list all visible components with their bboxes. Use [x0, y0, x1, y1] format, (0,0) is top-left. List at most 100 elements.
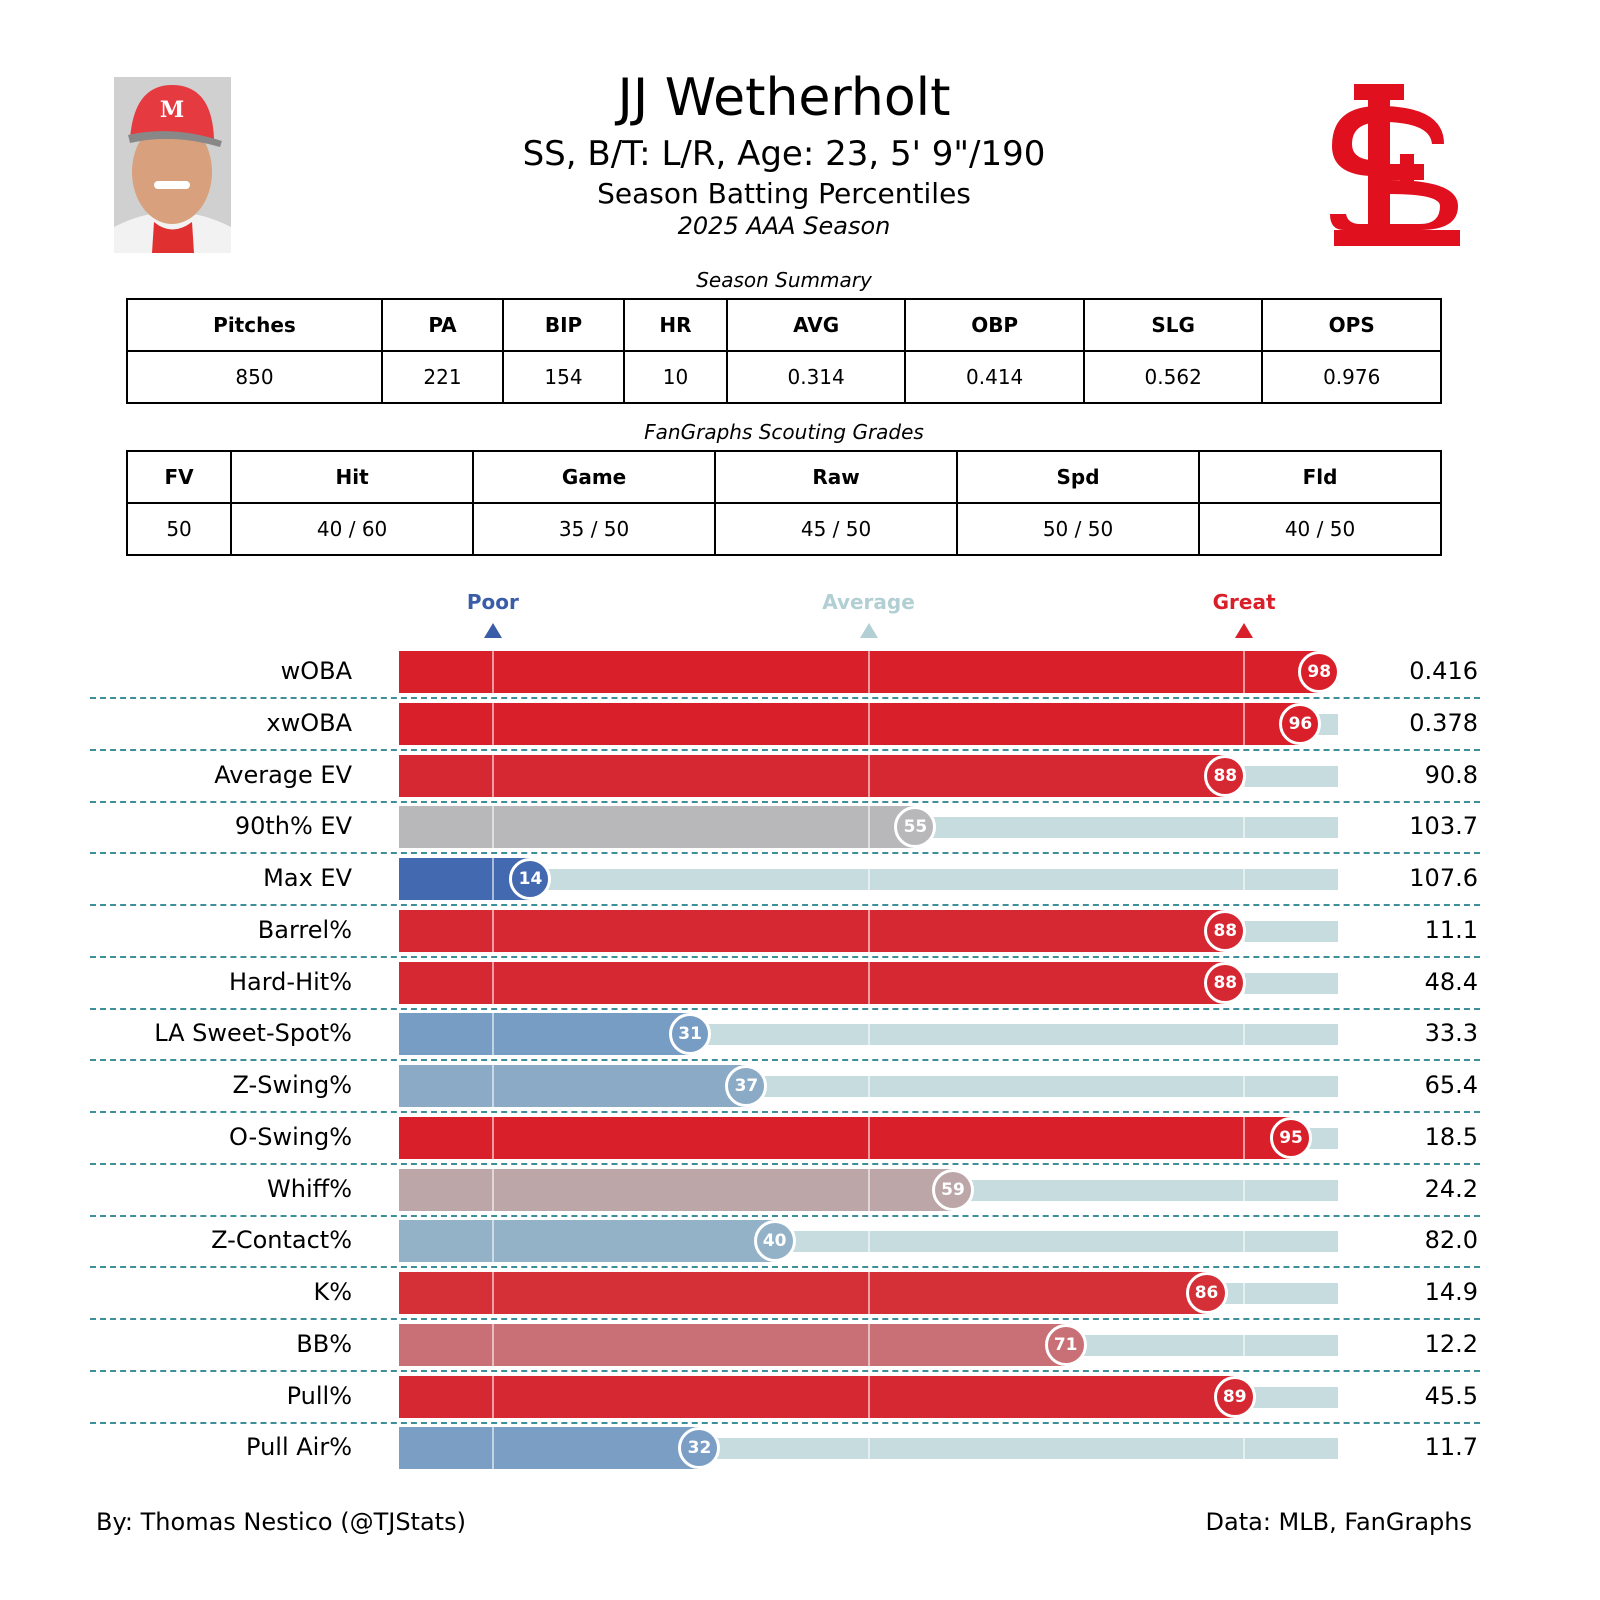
- reference-line: [491, 702, 494, 745]
- table-header-cell: Spd: [956, 450, 1200, 504]
- percentile-badge: 88: [1204, 961, 1247, 1004]
- marker-label-poor: Poor: [466, 590, 519, 614]
- metric-value: 11.1: [1424, 915, 1478, 944]
- reference-line: [491, 1168, 494, 1211]
- reference-line: [1243, 1116, 1246, 1159]
- scouting-caption: FanGraphs Scouting Grades: [644, 420, 924, 444]
- reference-line: [867, 702, 870, 745]
- percentile-badge: 59: [932, 1168, 974, 1211]
- table-value-cell: 0.314: [725, 350, 907, 404]
- reference-line: [867, 1272, 870, 1314]
- row-divider: [90, 1111, 1480, 1113]
- player-photo: M: [114, 77, 231, 253]
- reference-line: [491, 1220, 494, 1263]
- reference-line: [491, 1427, 494, 1470]
- percentile-badge: 71: [1044, 1323, 1087, 1366]
- row-divider: [90, 1369, 1480, 1372]
- metric-value: 0.378: [1409, 708, 1478, 737]
- metric-label: Max EV: [263, 864, 352, 892]
- reference-line: [1243, 651, 1246, 693]
- table-value-cell: 0.562: [1082, 350, 1264, 404]
- reference-line: [867, 1375, 870, 1418]
- table-header-cell: Raw: [714, 450, 959, 504]
- percentile-bar: [399, 961, 1226, 1004]
- row-divider: [90, 697, 1480, 699]
- reference-line: [491, 961, 494, 1004]
- reference-line: [867, 1065, 870, 1107]
- footer-credit: By: Thomas Nestico (@TJStats): [96, 1508, 466, 1536]
- reference-line: [867, 961, 870, 1004]
- season-label: 2025 AAA Season: [677, 212, 891, 240]
- table-header-cell: BIP: [501, 298, 626, 352]
- metric-value: 33.3: [1424, 1019, 1478, 1048]
- reference-line: [491, 754, 494, 797]
- metric-label: Hard-Hit%: [228, 967, 352, 996]
- percentile-bar: [399, 909, 1226, 952]
- row-divider: [90, 1162, 1480, 1165]
- percentile-badge: 96: [1279, 702, 1322, 745]
- table-header-cell: Fld: [1198, 450, 1442, 504]
- percentile-badge: 55: [894, 806, 937, 849]
- metric-value: 48.4: [1424, 967, 1478, 996]
- percentile-bar: [399, 1272, 1207, 1314]
- reference-line: [491, 1013, 494, 1056]
- metric-label: wOBA: [280, 657, 352, 685]
- table-header-cell: Pitches: [126, 298, 383, 352]
- reference-line: [491, 1116, 494, 1159]
- chart-subtitle: Season Batting Percentiles: [597, 177, 971, 210]
- reference-line: [1243, 858, 1246, 900]
- reference-line: [1243, 1323, 1246, 1366]
- reference-line: [491, 909, 494, 952]
- reference-line: [867, 1013, 870, 1056]
- metric-label: Pull%: [286, 1381, 352, 1410]
- percentile-badge: 86: [1185, 1272, 1228, 1314]
- reference-line: [867, 754, 870, 797]
- player-bio: SS, B/T: L/R, Age: 23, 5' 9"/190: [522, 134, 1046, 174]
- percentile-bar: [399, 1013, 691, 1056]
- reference-line: [867, 1220, 870, 1263]
- scouting-table: FV Hit Game Raw Spd Fld 50 40 / 60 35 / 50 45 / 5…: [125, 450, 1442, 556]
- marker-label-average: Average: [822, 590, 915, 614]
- metric-label: LA Sweet-Spot%: [154, 1019, 352, 1048]
- table-value-cell: 154: [501, 350, 626, 404]
- percentile-bar: [399, 1220, 775, 1263]
- percentile-bar: [399, 1427, 700, 1470]
- reference-line: [867, 651, 870, 693]
- percentile-badge: 88: [1204, 754, 1247, 797]
- percentile-bar: [399, 1168, 953, 1211]
- table-value-cell: 40 / 60: [230, 502, 475, 556]
- table-header-cell: Game: [472, 450, 717, 504]
- row-divider: [90, 1059, 1480, 1062]
- metric-label: Average EV: [214, 760, 352, 789]
- table-header-cell: Hit: [230, 450, 475, 504]
- season-summary-caption: Season Summary: [696, 268, 872, 292]
- percentile-bar: [399, 1375, 1235, 1418]
- metric-value: 14.9: [1424, 1278, 1478, 1306]
- percentile-badge: 32: [678, 1427, 721, 1470]
- table-value-cell: 10: [623, 350, 728, 404]
- percentile-bar: [399, 702, 1301, 745]
- reference-line: [491, 1065, 494, 1107]
- row-divider: [90, 852, 1480, 855]
- metric-label: xwOBA: [266, 708, 352, 737]
- metric-value: 103.7: [1409, 812, 1478, 841]
- svg-text:M: M: [160, 97, 184, 123]
- reference-line: [867, 1323, 870, 1366]
- row-divider: [90, 800, 1480, 803]
- reference-line: [867, 1168, 870, 1211]
- metric-value: 18.5: [1424, 1122, 1478, 1151]
- reference-line: [867, 1427, 870, 1470]
- percentile-badge: 40: [753, 1220, 796, 1263]
- reference-line: [1243, 1065, 1246, 1107]
- metric-value: 45.5: [1424, 1381, 1478, 1410]
- reference-line: [491, 858, 494, 900]
- table-value-cell: 50 / 50: [956, 502, 1200, 556]
- reference-line: [491, 1375, 494, 1418]
- table-header-cell: OBP: [904, 298, 1085, 352]
- table-value-cell: 0.976: [1261, 350, 1442, 404]
- reference-line: [491, 806, 494, 849]
- table-value-cell: 0.414: [904, 350, 1085, 404]
- table-header-cell: SLG: [1082, 298, 1264, 352]
- row-divider: [90, 1421, 1480, 1424]
